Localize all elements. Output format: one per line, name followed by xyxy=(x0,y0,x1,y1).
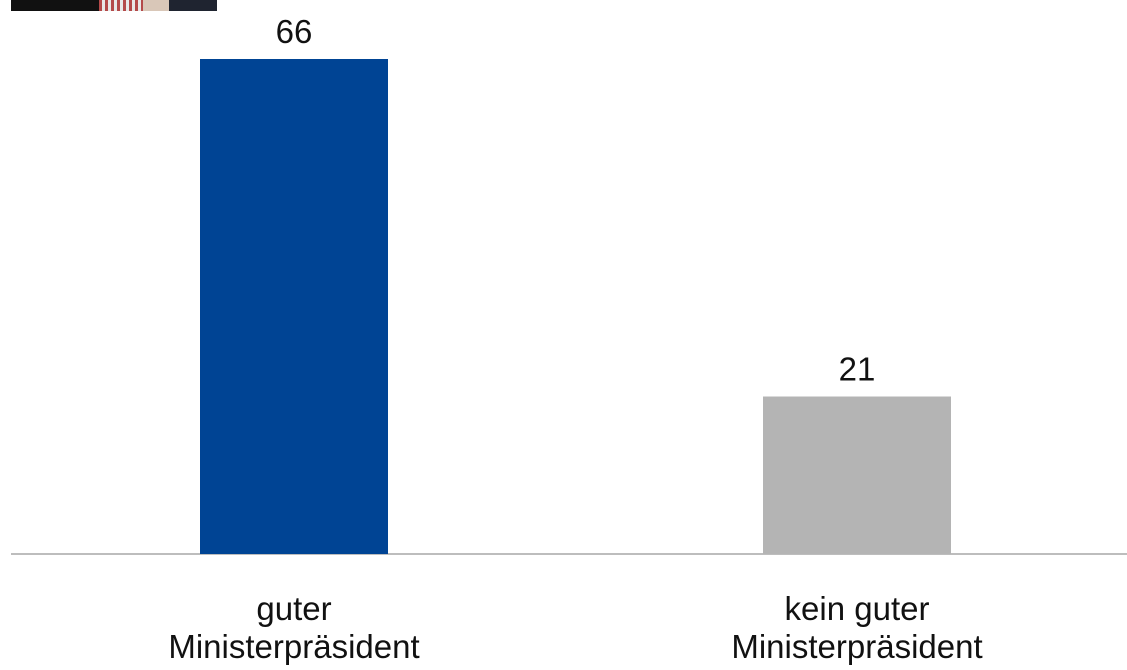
portrait-shirt xyxy=(99,0,143,11)
data-label-2: 21 xyxy=(839,351,876,388)
category-label-line: guter xyxy=(256,590,331,627)
category-label-1: guter Ministerpräsident xyxy=(168,590,419,665)
portrait-face xyxy=(143,0,169,11)
portrait-photo-icon xyxy=(11,0,217,11)
data-label-1: 66 xyxy=(276,13,313,50)
bar-1 xyxy=(200,59,388,554)
bar-2 xyxy=(763,396,951,554)
category-label-2: kein guter Ministerpräsident xyxy=(731,590,982,665)
category-label-line: Ministerpräsident xyxy=(168,628,419,665)
category-label-line: kein guter xyxy=(785,590,930,627)
category-label-line: Ministerpräsident xyxy=(731,628,982,665)
portrait-jacket xyxy=(169,0,217,11)
